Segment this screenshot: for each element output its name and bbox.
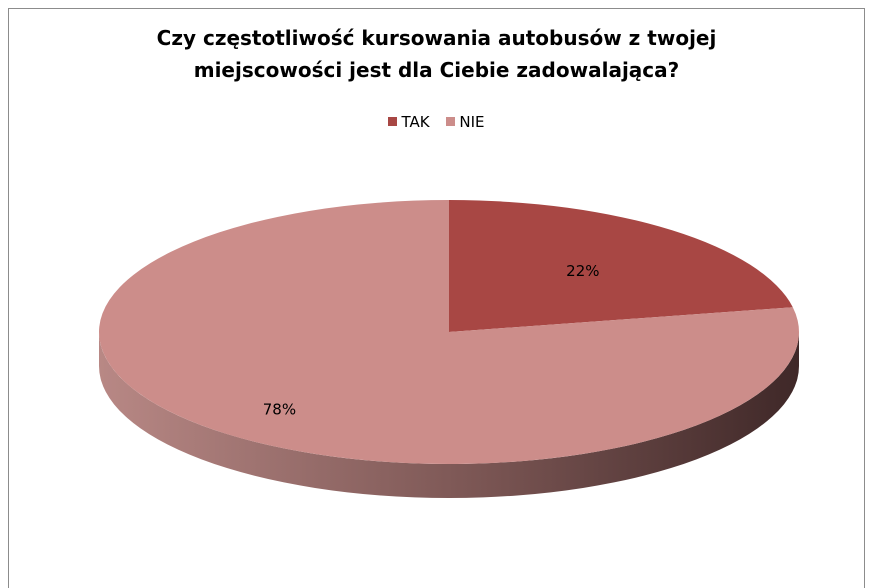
chart-title-line-2: miejscowości jest dla Ciebie zadowalając… bbox=[193, 58, 680, 82]
legend-entry-tak: TAK bbox=[388, 113, 430, 131]
legend-swatch-nie bbox=[446, 117, 456, 126]
legend-swatch-tak bbox=[388, 117, 398, 126]
slice-nie bbox=[98, 200, 800, 465]
slice-tak bbox=[449, 200, 793, 332]
chart-title-line-1: Czy częstotliwość kursowania autobusów z… bbox=[156, 26, 717, 50]
legend-entry-nie: NIE bbox=[446, 113, 485, 131]
legend: TAK NIE bbox=[0, 113, 873, 131]
pie-side-wall-face bbox=[99, 332, 799, 498]
data-label-nie: 78% bbox=[263, 400, 296, 418]
legend-label-tak: TAK bbox=[401, 113, 430, 131]
legend-label-nie: NIE bbox=[459, 113, 485, 131]
data-label-tak: 22% bbox=[566, 262, 599, 280]
chart-title: Czy częstotliwość kursowania autobusów z… bbox=[0, 22, 873, 86]
pie-slices bbox=[98, 200, 800, 465]
pie-side-wall bbox=[99, 332, 799, 498]
